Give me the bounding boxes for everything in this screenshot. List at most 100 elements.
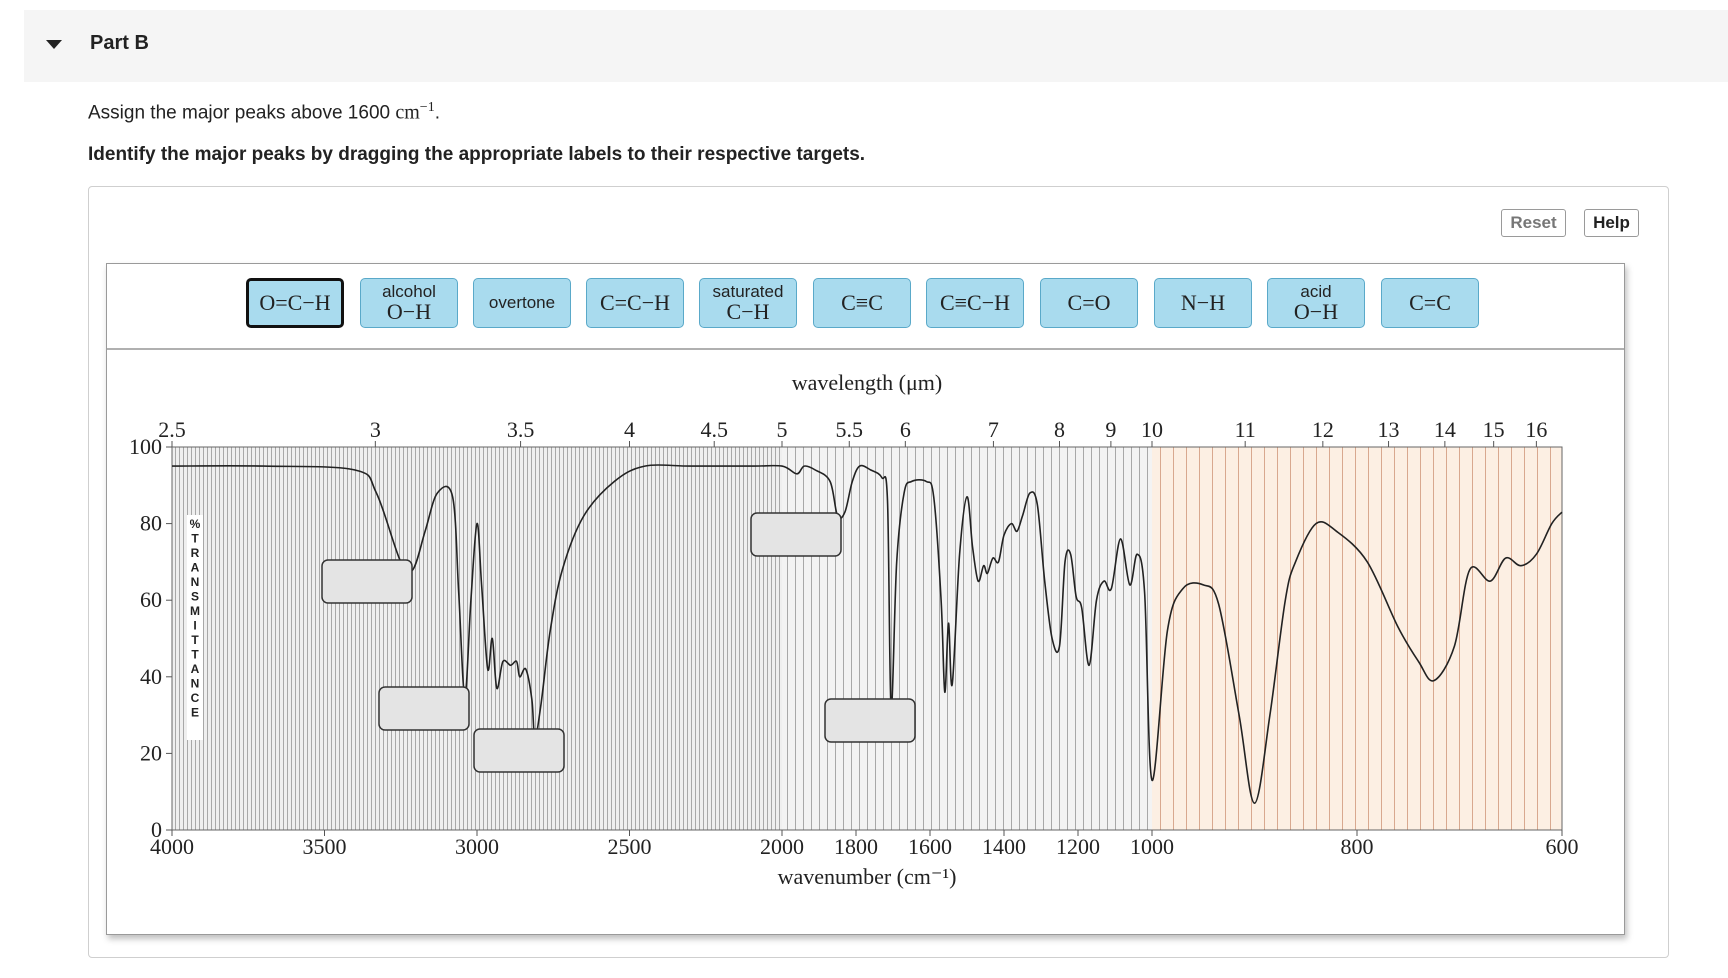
- prompt-end: .: [434, 102, 440, 124]
- y-axis-label-char: E: [191, 706, 199, 720]
- drop-target-5[interactable]: [824, 698, 916, 743]
- label-formula: O=C−H: [259, 290, 331, 316]
- label-formula: C≡C−H: [939, 290, 1011, 316]
- question-prompt: Assign the major peaks above 1600 cm−1.: [88, 100, 440, 124]
- drag-drop-panel: Reset Help O=C−H alcohol O−H overtone C=…: [88, 186, 1669, 958]
- label-acid-o-h[interactable]: acid O−H: [1267, 278, 1365, 328]
- label-saturated-c-h[interactable]: saturated C−H: [699, 278, 797, 328]
- x-top-axis-label: wavelength (μm): [792, 370, 942, 395]
- y-axis-label-char: N: [191, 575, 200, 589]
- x-top-tick-label: 4.5: [700, 417, 728, 442]
- y-label-backdrop: [187, 515, 203, 740]
- y-axis-label-char: T: [191, 633, 199, 647]
- x-axis-label: wavenumber (cm⁻¹): [778, 864, 957, 889]
- spectrum-line: [171, 464, 1563, 805]
- drop-target-3[interactable]: [473, 728, 565, 773]
- instruction-text: Identify the major peaks by dragging the…: [88, 144, 866, 165]
- y-axis-label-char: C: [191, 691, 200, 705]
- y-tick-label: 40: [140, 664, 162, 689]
- label-formula: C=O: [1067, 290, 1111, 316]
- label-formula: C−H: [726, 299, 770, 325]
- x-bottom-tick-label: 1000: [1130, 834, 1174, 859]
- collapse-caret-icon[interactable]: [46, 40, 62, 49]
- x-bottom-tick-label: 1400: [982, 834, 1026, 859]
- label-formula: O−H: [386, 299, 432, 325]
- label-alkyne-c-h[interactable]: C≡C−H: [926, 278, 1024, 328]
- x-bottom-tick-label: 2500: [608, 834, 652, 859]
- prompt-text: Assign the major peaks above 1600: [88, 102, 396, 124]
- x-top-tick-label: 7: [988, 417, 999, 442]
- label-vinyl-c-h[interactable]: C=C−H: [586, 278, 684, 328]
- x-bottom-tick-label: 3000: [455, 834, 499, 859]
- label-aldehyde-c-h[interactable]: O=C−H: [246, 278, 344, 328]
- x-top-tick-label: 10: [1141, 417, 1163, 442]
- y-axis-label-char: I: [193, 619, 196, 633]
- label-carbonyl-c-o[interactable]: C=O: [1040, 278, 1138, 328]
- x-top-tick-label: 12: [1312, 417, 1334, 442]
- y-axis-label-char: S: [191, 590, 199, 604]
- x-top-tick-label: 9: [1105, 417, 1116, 442]
- label-caption: acid: [1300, 281, 1332, 301]
- label-formula: C=C−H: [599, 290, 671, 316]
- drop-target-2[interactable]: [378, 686, 470, 731]
- label-overtone[interactable]: overtone: [473, 278, 571, 328]
- x-top-tick-label: 2.5: [158, 417, 186, 442]
- y-axis-label-char: T: [191, 532, 199, 546]
- label-caption: saturated: [712, 281, 784, 301]
- y-axis-label-char: R: [191, 546, 200, 560]
- x-bottom-tick-label: 1800: [834, 834, 878, 859]
- y-axis-label-char: M: [190, 604, 200, 618]
- x-top-tick-label: 14: [1434, 417, 1456, 442]
- y-axis-label-char: A: [191, 561, 200, 575]
- x-top-tick-label: 16: [1525, 417, 1547, 442]
- label-n-h[interactable]: N−H: [1154, 278, 1252, 328]
- y-tick-label: 80: [140, 511, 162, 536]
- ir-workspace: O=C−H alcohol O−H overtone C=C−H saturat…: [106, 263, 1625, 935]
- y-ticks: 100 80 60 40 20 0: [129, 434, 172, 842]
- x-top-tick-label: 5: [777, 417, 788, 442]
- y-tick-label: 0: [151, 817, 162, 842]
- x-bottom-tick-label: 2000: [760, 834, 804, 859]
- x-bottom-ticks: 4000 3500 3000 2500 2000 1800 1600 1400 1200 1000…: [150, 830, 1579, 859]
- y-axis-label: % T R A N S M I T T A N C E: [190, 517, 201, 720]
- x-top-tick-label: 11: [1235, 417, 1256, 442]
- y-axis-label-char: A: [191, 662, 200, 676]
- help-button[interactable]: Help: [1584, 209, 1639, 237]
- y-axis-label-char: %: [190, 517, 201, 531]
- x-top-tick-label: 3: [370, 417, 381, 442]
- label-alkyne-c-c[interactable]: C≡C: [813, 278, 911, 328]
- x-top-tick-label: 4: [624, 417, 635, 442]
- label-formula: O−H: [1293, 299, 1339, 325]
- part-header[interactable]: Part B: [24, 10, 1728, 82]
- x-top-tick-label: 3.5: [507, 417, 534, 442]
- drop-targets: [321, 512, 916, 773]
- drop-target-1[interactable]: [321, 559, 413, 604]
- x-bottom-tick-label: 800: [1341, 834, 1374, 859]
- label-formula: C=C: [1409, 290, 1451, 316]
- reset-button[interactable]: Reset: [1501, 209, 1566, 237]
- x-top-tick-label: 8: [1054, 417, 1065, 442]
- x-top-tick-label: 15: [1483, 417, 1505, 442]
- y-axis-label-char: N: [191, 677, 200, 691]
- x-top-tick-label: 6: [900, 417, 911, 442]
- plot-background: [171, 446, 1563, 831]
- y-tick-label: 20: [140, 740, 162, 765]
- label-formula: N−H: [1180, 290, 1226, 316]
- y-tick-label: 60: [140, 587, 162, 612]
- ir-spectrum-chart: wavelength (μm) 2.5 3 3.5 4 4.5 5 5.5 6 7 8 9 10 11 1…: [129, 370, 1579, 889]
- x-bottom-tick-label: 600: [1546, 834, 1579, 859]
- label-formula: C≡C: [841, 290, 883, 316]
- x-top-tick-label: 5.5: [836, 417, 864, 442]
- label-alkene-c-c[interactable]: C=C: [1381, 278, 1479, 328]
- x-bottom-tick-label: 3500: [303, 834, 347, 859]
- drop-target-4[interactable]: [750, 512, 842, 557]
- label-caption: overtone: [488, 293, 556, 313]
- y-tick-label: 100: [129, 434, 162, 459]
- x-top-ticks: 2.5 3 3.5 4 4.5 5 5.5 6 7 8 9 10 11 12 13 14 15 16: [158, 417, 1547, 447]
- label-alcohol-o-h[interactable]: alcohol O−H: [360, 278, 458, 328]
- part-title: Part B: [90, 32, 149, 54]
- x-top-tick-label: 13: [1378, 417, 1400, 442]
- x-bottom-tick-label: 1600: [908, 834, 952, 859]
- x-bottom-tick-label: 4000: [150, 834, 194, 859]
- prompt-exponent: −1: [419, 100, 435, 115]
